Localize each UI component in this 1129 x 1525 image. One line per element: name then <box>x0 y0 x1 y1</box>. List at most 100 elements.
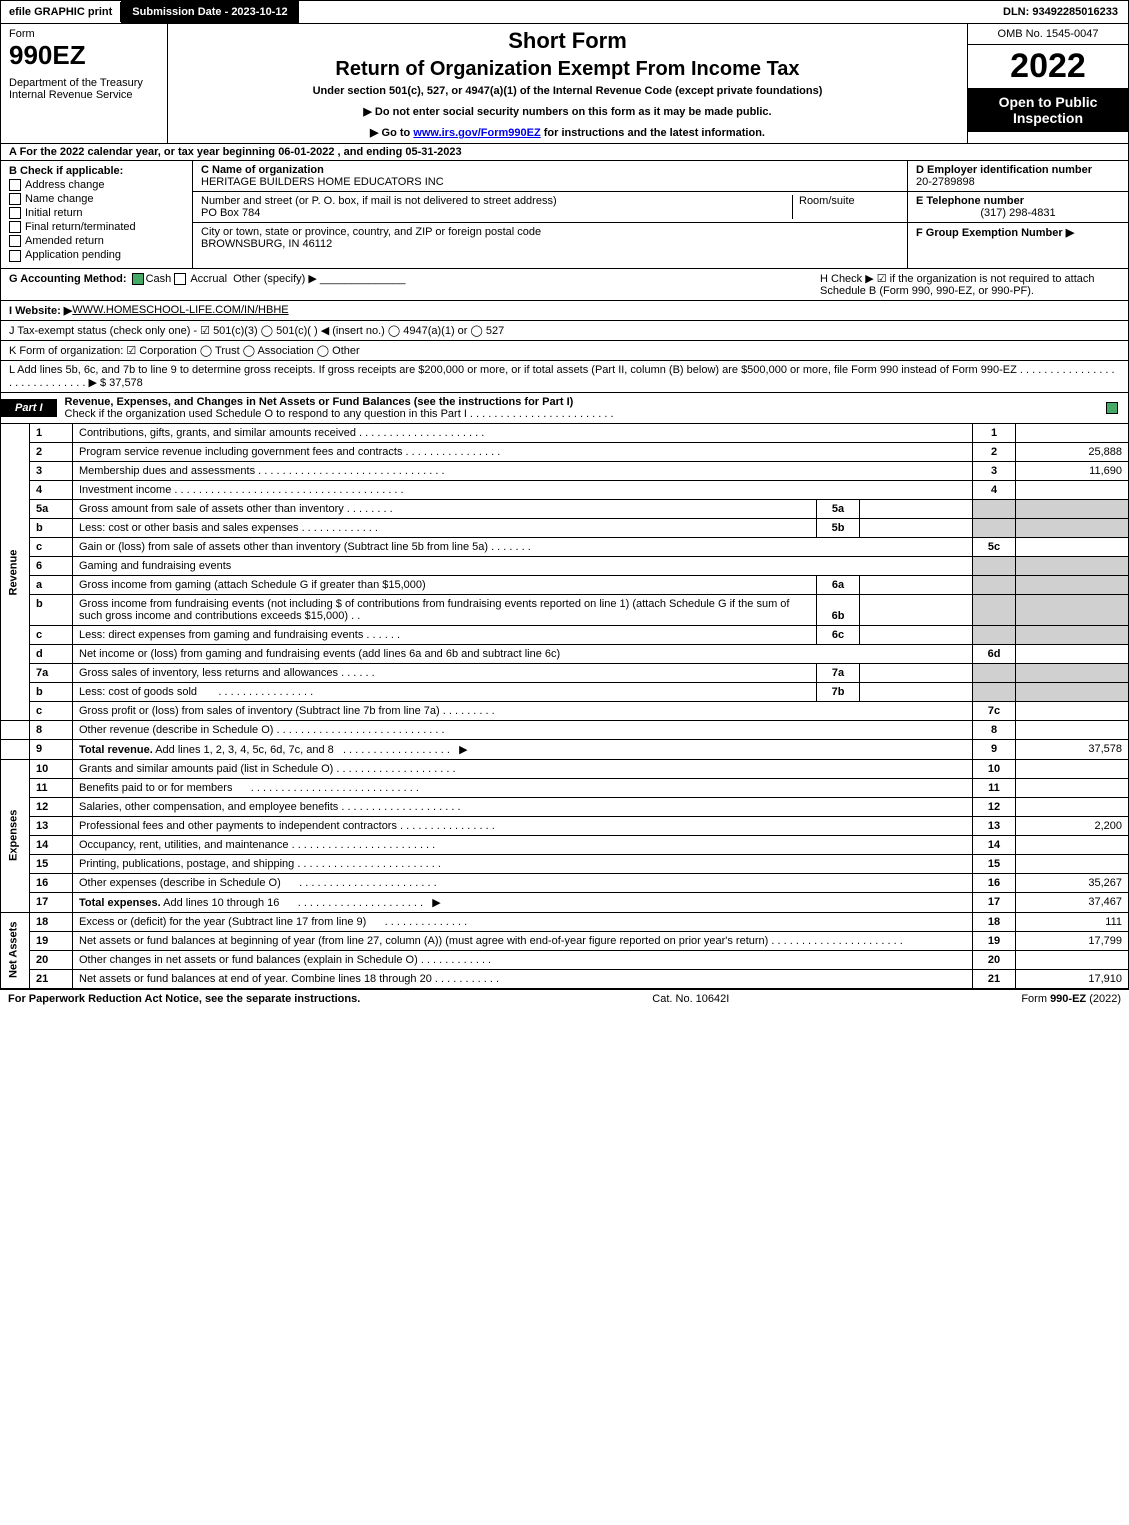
org-address: PO Box 784 <box>201 207 792 219</box>
line-num: 8 <box>30 720 73 739</box>
line-val <box>1016 778 1129 797</box>
line-ref: 14 <box>973 835 1016 854</box>
section-k: K Form of organization: ☑ Corporation ◯ … <box>0 341 1129 361</box>
main-title: Return of Organization Exempt From Incom… <box>188 58 947 81</box>
line-desc: Other revenue (describe in Schedule O) <box>79 724 273 736</box>
grey-cell <box>1016 575 1129 594</box>
chk-application-pending[interactable] <box>9 250 21 262</box>
grey-cell <box>973 682 1016 701</box>
line-ref: 20 <box>973 950 1016 969</box>
website-value[interactable]: WWW.HOMESCHOOL-LIFE.COM/IN/HBHE <box>72 304 288 317</box>
chk-accrual[interactable] <box>174 273 186 285</box>
line-val <box>1016 835 1129 854</box>
ein-value: 20-2789898 <box>916 176 1120 188</box>
section-h: H Check ▶ ☑ if the organization is not r… <box>820 272 1120 297</box>
line-desc: Salaries, other compensation, and employ… <box>79 801 338 813</box>
line-desc: Net assets or fund balances at end of ye… <box>79 973 432 985</box>
chk-initial-return[interactable] <box>9 207 21 219</box>
line-ref: 16 <box>973 873 1016 892</box>
grey-cell <box>973 594 1016 625</box>
line-desc: Grants and similar amounts paid (list in… <box>79 763 333 775</box>
sub-ref: 5b <box>817 518 860 537</box>
line-desc: Other changes in net assets or fund bala… <box>79 954 418 966</box>
section-g-label: G Accounting Method: <box>9 273 127 285</box>
line-desc: Gain or (loss) from sale of assets other… <box>79 541 488 553</box>
opt-name-change: Name change <box>25 193 94 205</box>
grey-cell <box>973 556 1016 575</box>
line-val <box>1016 759 1129 778</box>
line-desc: Benefits paid to or for members <box>79 782 232 794</box>
chk-amended-return[interactable] <box>9 235 21 247</box>
line-desc: Professional fees and other payments to … <box>79 820 397 832</box>
section-a: A For the 2022 calendar year, or tax yea… <box>0 144 1129 161</box>
line-ref: 17 <box>973 892 1016 912</box>
line-desc: Printing, publications, postage, and shi… <box>79 858 294 870</box>
irs-link[interactable]: www.irs.gov/Form990EZ <box>413 127 540 139</box>
section-c-label: C Name of organization <box>201 164 899 176</box>
grey-cell <box>1016 663 1129 682</box>
chk-name-change[interactable] <box>9 193 21 205</box>
line-desc: Investment income <box>79 484 171 496</box>
line-val: 11,690 <box>1016 461 1129 480</box>
line-val: 17,799 <box>1016 931 1129 950</box>
section-g-h: G Accounting Method: Cash Accrual Other … <box>0 269 1129 301</box>
dln-number: DLN: 93492285016233 <box>993 2 1128 22</box>
grey-cell <box>1016 556 1129 575</box>
line-val: 37,578 <box>1016 739 1129 759</box>
line-desc: Program service revenue including govern… <box>79 446 402 458</box>
instr-2: ▶ Go to www.irs.gov/Form990EZ for instru… <box>188 126 947 139</box>
line-ref: 1 <box>973 424 1016 443</box>
form-number: 990EZ <box>9 40 159 71</box>
footer-left: For Paperwork Reduction Act Notice, see … <box>8 993 360 1005</box>
section-j-label: J Tax-exempt status (check only one) - ☑… <box>9 324 504 337</box>
sub-ref: 7b <box>817 682 860 701</box>
line-val <box>1016 720 1129 739</box>
line-num: 9 <box>30 739 73 759</box>
line-ref: 9 <box>973 739 1016 759</box>
open-to-public: Open to Public Inspection <box>968 88 1128 132</box>
chk-final-return[interactable] <box>9 221 21 233</box>
line-num: 14 <box>30 835 73 854</box>
grey-cell <box>1016 499 1129 518</box>
side-netassets: Net Assets <box>1 912 30 988</box>
grey-cell <box>973 625 1016 644</box>
omb-number: OMB No. 1545-0047 <box>968 24 1128 45</box>
line-val <box>1016 424 1129 443</box>
line-ref: 4 <box>973 480 1016 499</box>
part-1-label: Part I <box>1 399 57 417</box>
line-val <box>1016 644 1129 663</box>
opt-amended-return: Amended return <box>25 235 104 247</box>
line-num: 18 <box>30 912 73 931</box>
arrow-icon: ▶ <box>432 897 440 909</box>
line-ref: 7c <box>973 701 1016 720</box>
line-num: 3 <box>30 461 73 480</box>
line-val <box>1016 537 1129 556</box>
line-ref: 10 <box>973 759 1016 778</box>
line-num: 6 <box>30 556 73 575</box>
chk-part1-schedule-o[interactable] <box>1106 402 1118 414</box>
instr-1: ▶ Do not enter social security numbers o… <box>188 105 947 118</box>
line-num: 1 <box>30 424 73 443</box>
subtitle: Under section 501(c), 527, or 4947(a)(1)… <box>188 85 947 97</box>
chk-address-change[interactable] <box>9 179 21 191</box>
efile-label[interactable]: efile GRAPHIC print <box>1 2 121 22</box>
side-expenses: Expenses <box>1 759 30 912</box>
sub-ref: 6c <box>817 625 860 644</box>
section-k-label: K Form of organization: ☑ Corporation ◯ … <box>9 344 360 357</box>
dept-label: Department of the Treasury Internal Reve… <box>9 77 159 101</box>
line-val <box>1016 480 1129 499</box>
line-desc: Net assets or fund balances at beginning… <box>79 935 768 947</box>
sub-val <box>860 663 973 682</box>
line-desc: Less: cost of goods sold <box>79 686 197 698</box>
line-ref: 15 <box>973 854 1016 873</box>
city-label: City or town, state or province, country… <box>201 226 899 238</box>
submission-date: Submission Date - 2023-10-12 <box>121 1 298 23</box>
line-ref: 11 <box>973 778 1016 797</box>
page-footer: For Paperwork Reduction Act Notice, see … <box>0 989 1129 1008</box>
line-ref: 5c <box>973 537 1016 556</box>
side-revenue: Revenue <box>1 424 30 721</box>
line-num: a <box>30 575 73 594</box>
line-ref: 12 <box>973 797 1016 816</box>
tax-year: 2022 <box>968 45 1128 88</box>
chk-cash[interactable] <box>132 273 144 285</box>
